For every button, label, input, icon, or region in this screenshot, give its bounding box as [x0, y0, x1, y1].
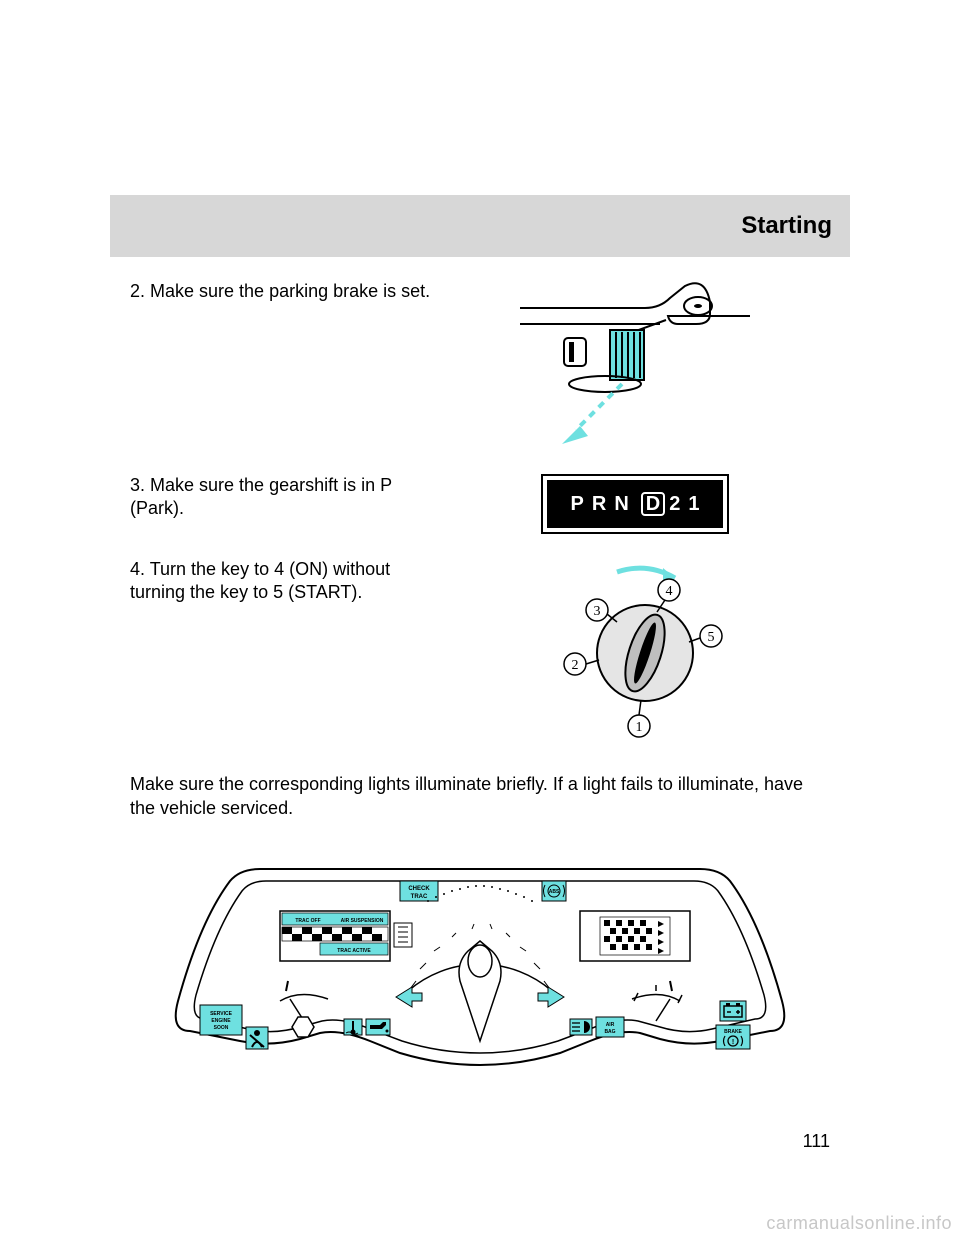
svg-text:1: 1: [636, 720, 643, 735]
svg-text:2: 2: [572, 658, 579, 673]
svg-text:BRAKE: BRAKE: [724, 1029, 742, 1035]
instrument-cluster-graphic: CHECK TRAC ABS TRAC OFF AIR SUSPENSION: [160, 841, 800, 1076]
watermark: carmanualsonline.info: [766, 1213, 952, 1234]
svg-text:SERVICE: SERVICE: [210, 1011, 233, 1017]
step-4-text: 4. Turn the key to 4 (ON) without turnin…: [130, 558, 440, 605]
step-4-row: 4. Turn the key to 4 (ON) without turnin…: [130, 558, 830, 748]
svg-text:5: 5: [708, 630, 715, 645]
svg-text:TRAC ACTIVE: TRAC ACTIVE: [337, 948, 371, 954]
gear-d: D: [641, 492, 665, 516]
svg-text:4: 4: [666, 584, 673, 599]
gear-p: P: [571, 493, 592, 515]
page-title: Starting: [741, 212, 832, 240]
content-area: 2. Make sure the parking brake is set.: [130, 280, 830, 1076]
note-text: Make sure the corresponding lights illum…: [130, 772, 830, 821]
gear-r: R: [592, 493, 614, 515]
page-number: 111: [803, 1131, 830, 1152]
svg-text:ABS: ABS: [549, 889, 560, 895]
svg-text:AIR SUSPENSION: AIR SUSPENSION: [341, 918, 384, 924]
gear-display: PRND21: [547, 480, 724, 528]
gear-indicator-graphic: PRND21: [440, 474, 830, 534]
svg-text:TRAC: TRAC: [411, 894, 428, 900]
svg-text:!: !: [732, 1039, 734, 1046]
step-3-text: 3. Make sure the gearshift is in P (Park…: [130, 474, 440, 521]
header-bar: Starting: [110, 195, 850, 257]
gear-1: 1: [688, 493, 707, 515]
gear-2: 2: [669, 493, 688, 515]
svg-text:BAG: BAG: [604, 1029, 615, 1035]
step-3-row: 3. Make sure the gearshift is in P (Park…: [130, 474, 830, 534]
svg-text:AIR: AIR: [606, 1022, 615, 1028]
check-trac-label: CHECK: [408, 886, 430, 892]
svg-text:3: 3: [594, 604, 601, 619]
svg-text:TRAC OFF: TRAC OFF: [295, 918, 320, 924]
ignition-switch-graphic: 1 2 3 4 5: [440, 558, 830, 748]
gear-n: N: [614, 493, 636, 515]
svg-text:ENGINE: ENGINE: [211, 1018, 231, 1024]
svg-text:SOON: SOON: [214, 1025, 229, 1031]
parking-brake-graphic: [440, 280, 830, 450]
step-2-text: 2. Make sure the parking brake is set.: [130, 280, 440, 303]
step-2-row: 2. Make sure the parking brake is set.: [130, 280, 830, 450]
